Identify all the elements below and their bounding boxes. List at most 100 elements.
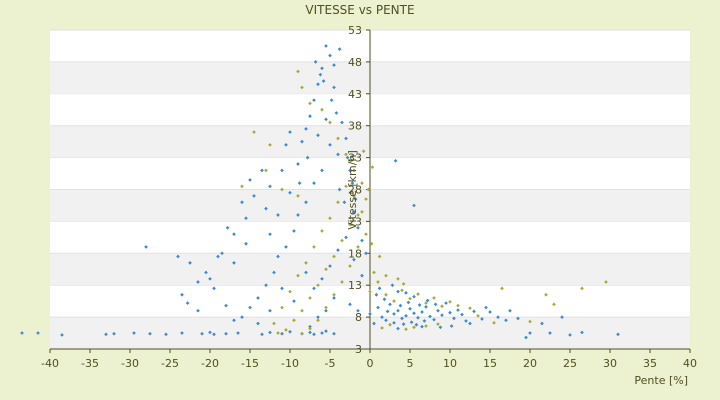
data-point — [337, 187, 342, 192]
data-point — [528, 331, 532, 335]
data-point — [340, 238, 344, 243]
x-tick-label: 15 — [483, 357, 497, 370]
data-point — [148, 331, 152, 336]
data-point — [336, 248, 340, 252]
data-point — [496, 315, 500, 319]
y-tick-label: 18 — [348, 247, 362, 260]
data-point — [472, 309, 476, 314]
data-point — [334, 111, 339, 115]
data-point — [348, 302, 352, 307]
data-point — [364, 197, 368, 201]
data-point — [345, 155, 350, 160]
data-point — [516, 316, 520, 321]
data-point — [352, 168, 356, 173]
data-point — [280, 187, 284, 192]
x-tick-label: -25 — [161, 357, 179, 370]
data-point — [164, 332, 168, 337]
x-axis-label: Pente [%] — [634, 374, 688, 387]
data-point — [356, 245, 360, 249]
data-point — [392, 321, 396, 325]
data-points — [20, 44, 620, 340]
data-point — [204, 270, 208, 275]
data-point — [384, 273, 388, 278]
data-point — [324, 305, 328, 310]
data-point — [305, 155, 310, 160]
data-point — [356, 213, 360, 217]
data-point — [384, 292, 388, 297]
data-point — [444, 301, 448, 305]
data-point — [393, 158, 398, 163]
data-point — [409, 320, 414, 325]
data-point — [356, 225, 360, 230]
data-point — [188, 261, 192, 265]
data-point — [436, 308, 440, 313]
data-point — [476, 313, 480, 318]
data-point — [432, 296, 436, 300]
data-point — [377, 254, 382, 259]
data-point — [264, 283, 268, 288]
data-point — [132, 331, 136, 335]
data-point — [264, 206, 268, 211]
data-point — [560, 315, 564, 319]
data-point — [417, 303, 422, 307]
data-point — [236, 331, 240, 335]
data-point — [296, 273, 300, 278]
data-point — [376, 280, 380, 284]
x-tick-label: -5 — [325, 357, 336, 370]
data-point — [208, 276, 212, 281]
data-point — [196, 280, 200, 284]
data-point — [440, 313, 444, 318]
data-point — [332, 292, 336, 297]
data-point — [276, 213, 280, 217]
data-point — [180, 331, 184, 335]
x-tick-label: 40 — [683, 357, 697, 370]
data-point — [232, 261, 236, 265]
data-point — [369, 241, 374, 246]
data-point — [540, 321, 544, 326]
data-point — [432, 317, 436, 322]
data-point — [248, 178, 252, 182]
data-point — [352, 209, 356, 214]
data-point — [380, 315, 384, 319]
data-point — [300, 139, 304, 144]
data-point — [468, 306, 472, 311]
data-point — [377, 286, 382, 291]
data-point — [340, 120, 344, 125]
x-tick-label: 5 — [407, 357, 414, 370]
data-point — [320, 276, 324, 281]
data-point — [292, 318, 296, 323]
data-point — [366, 187, 371, 192]
data-point — [328, 264, 332, 268]
chart-title: VITESSE vs PENTE — [305, 3, 414, 17]
data-point — [256, 321, 260, 326]
data-point — [292, 299, 296, 303]
y-axis-label: Vitesse [km/h] — [346, 150, 359, 230]
data-point — [312, 181, 316, 185]
data-point — [424, 324, 428, 328]
data-point — [382, 297, 387, 302]
data-point — [316, 315, 320, 319]
data-point — [416, 315, 420, 320]
data-point — [248, 305, 252, 310]
data-point — [276, 331, 280, 335]
data-point — [448, 310, 452, 315]
data-point — [344, 235, 348, 240]
data-point — [404, 313, 408, 318]
y-tick-label: 23 — [348, 215, 362, 228]
data-point — [580, 330, 584, 335]
x-tick-label: 35 — [643, 357, 657, 370]
data-point — [372, 270, 376, 275]
data-point — [200, 331, 204, 336]
axes: -40 -35 -30 -25 -20 -15 -10 -5 0 5 10 15 20 25 30 35 40 3… — [41, 24, 697, 370]
data-point — [240, 200, 244, 205]
data-point — [312, 98, 316, 103]
data-point — [324, 308, 328, 313]
data-point — [352, 194, 356, 198]
data-point — [208, 330, 212, 335]
data-point — [392, 299, 396, 303]
data-point — [320, 168, 324, 173]
data-point — [292, 229, 296, 233]
data-point — [320, 331, 324, 335]
data-point — [396, 289, 400, 294]
data-point — [480, 317, 484, 321]
